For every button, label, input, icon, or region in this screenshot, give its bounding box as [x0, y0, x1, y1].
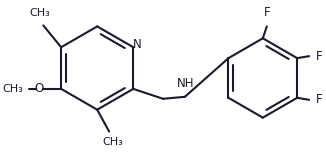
- Text: O: O: [34, 82, 43, 95]
- Text: CH₃: CH₃: [103, 137, 124, 147]
- Text: NH: NH: [177, 77, 194, 90]
- Text: CH₃: CH₃: [29, 9, 50, 19]
- Text: F: F: [316, 93, 323, 106]
- Text: F: F: [316, 50, 323, 63]
- Text: N: N: [132, 38, 141, 51]
- Text: CH₃: CH₃: [3, 84, 23, 94]
- Text: F: F: [263, 6, 270, 19]
